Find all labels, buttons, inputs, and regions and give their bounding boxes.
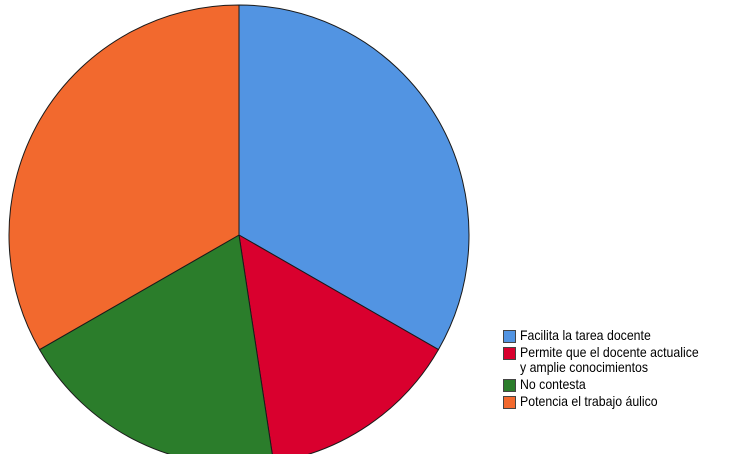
pie-slice-0 xyxy=(238,4,470,351)
legend-label: Facilita la tarea docente xyxy=(520,327,651,343)
legend-swatch xyxy=(503,330,516,343)
legend-item: Potencia el trabajo áulico xyxy=(503,394,723,409)
legend-swatch xyxy=(503,347,516,360)
pie-slice-2 xyxy=(38,234,273,454)
legend-item: No contesta xyxy=(503,377,723,392)
legend-label: Permite que el docente actualice y ampli… xyxy=(520,344,699,375)
legend-item: Permite que el docente actualice y ampli… xyxy=(503,345,723,375)
pie-slice-1 xyxy=(238,234,440,454)
legend-swatch xyxy=(503,379,516,392)
legend-item: Facilita la tarea docente xyxy=(503,328,723,343)
legend-swatch xyxy=(503,396,516,409)
legend: Facilita la tarea docente Permite que el … xyxy=(503,328,723,411)
pie-slice-3 xyxy=(8,4,240,351)
legend-label: No contesta xyxy=(520,376,586,392)
legend-label: Potencia el trabajo áulico xyxy=(520,393,658,409)
